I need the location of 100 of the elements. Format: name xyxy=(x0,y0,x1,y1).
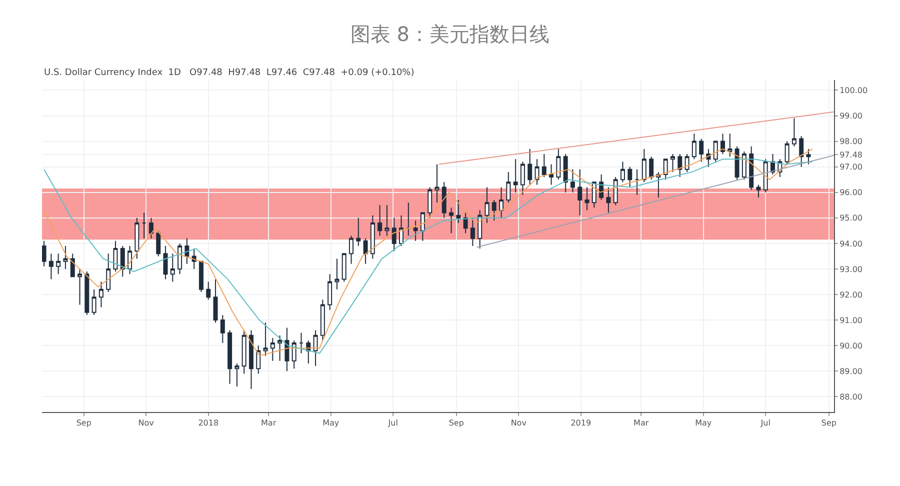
candlestick xyxy=(342,253,346,282)
y-tick-label: 91.00 xyxy=(840,316,863,325)
candlestick xyxy=(70,253,75,278)
candlestick xyxy=(678,154,682,178)
candlestick xyxy=(620,161,625,183)
candlestick xyxy=(78,268,82,306)
candlestick xyxy=(728,133,732,158)
candlestick xyxy=(142,212,146,239)
candlestick xyxy=(399,214,404,246)
candlestick xyxy=(649,156,654,180)
y-tick-label: 89.00 xyxy=(840,366,863,376)
x-tick-label: May xyxy=(695,418,712,428)
candlestick xyxy=(642,148,646,183)
y-tick-label: 88.00 xyxy=(840,392,863,402)
candlestick xyxy=(206,281,211,300)
y-tick-label: 95.00 xyxy=(840,214,863,223)
x-tick-label: Nov xyxy=(510,418,527,428)
candlestick xyxy=(370,214,375,260)
candlestick xyxy=(384,204,390,236)
candlestick xyxy=(563,154,568,193)
y-tick-label: 92.00 xyxy=(840,290,863,300)
candlestick xyxy=(106,253,111,292)
candlestick xyxy=(356,217,361,246)
y-tick-label: 100.00 xyxy=(840,86,868,96)
candlestick xyxy=(720,133,725,155)
y-tick-label: 98.00 xyxy=(840,137,863,146)
candlestick xyxy=(213,278,218,324)
candlestick xyxy=(420,212,425,242)
candlestick xyxy=(656,171,661,198)
candlestick xyxy=(513,158,518,193)
candlestick xyxy=(713,140,718,162)
candlestick xyxy=(363,238,368,264)
candlestick xyxy=(284,327,290,372)
y-tick-label: 97.48 xyxy=(840,150,863,160)
candlestick xyxy=(692,133,696,160)
candlestick xyxy=(592,182,596,208)
candlestick xyxy=(320,299,325,341)
candlestick xyxy=(184,238,190,264)
candlestick xyxy=(756,184,761,198)
x-tick-label: Nov xyxy=(138,418,154,428)
x-tick-label: Mar xyxy=(261,418,277,428)
candlestick xyxy=(42,240,46,267)
candlestick xyxy=(156,230,161,257)
candlestick xyxy=(556,148,561,180)
y-tick-label: 93.00 xyxy=(840,264,863,274)
candlestick xyxy=(670,154,675,172)
candlestick xyxy=(313,330,318,367)
candlestick xyxy=(784,140,790,165)
candlestick xyxy=(234,362,240,387)
candlestick xyxy=(98,281,104,308)
candlestick xyxy=(334,258,340,290)
y-tick-label: 96.00 xyxy=(840,188,863,198)
candlestick xyxy=(763,158,768,193)
candlestick xyxy=(248,330,254,390)
candlestick xyxy=(549,164,554,186)
candlestick xyxy=(163,246,168,280)
candlestick xyxy=(506,171,511,204)
candlestick xyxy=(292,340,296,370)
candlestick xyxy=(578,168,582,216)
candlestick xyxy=(428,186,432,218)
candlestick xyxy=(278,334,282,362)
candlestick xyxy=(463,212,468,234)
candlestick xyxy=(270,337,275,362)
candlestick xyxy=(606,186,611,214)
x-tick-label: Mar xyxy=(634,418,650,428)
text: U.S. Dollar Currency Index 1D O97.48 H97.48 L97.46 C97.48 +0.09 (+0.10%) xyxy=(44,68,414,78)
candlestick xyxy=(63,246,68,270)
candlestick xyxy=(92,288,96,316)
candlestick xyxy=(570,168,575,193)
candlestick xyxy=(528,148,532,186)
x-tick-label: Sep xyxy=(821,418,836,428)
candlestick xyxy=(534,158,540,186)
candlestick xyxy=(178,242,182,275)
candlestick xyxy=(48,253,54,280)
x-tick-label: Sep xyxy=(448,418,464,428)
candlestick xyxy=(492,200,496,221)
candlestick xyxy=(128,246,132,275)
y-tick-label: 97.00 xyxy=(840,162,863,172)
candlestick xyxy=(484,186,490,224)
candlestick xyxy=(56,253,61,275)
candlestick xyxy=(220,314,225,344)
candlestick xyxy=(192,248,196,270)
x-tick-label: May xyxy=(322,418,340,428)
candlestick xyxy=(734,146,740,180)
candlestick xyxy=(228,330,232,384)
candlestick xyxy=(628,166,632,188)
y-tick-label: 94.00 xyxy=(840,239,863,248)
candlestick xyxy=(198,260,204,292)
x-tick-label: Sep xyxy=(76,418,92,428)
candlestick xyxy=(148,217,154,239)
candlestick xyxy=(434,164,440,204)
candlestick xyxy=(413,220,418,242)
chart-title: 图表 8：美元指数日线 xyxy=(350,22,550,46)
candlestick xyxy=(478,210,482,250)
candlestick xyxy=(449,207,454,234)
candlestick xyxy=(470,217,475,246)
candlestick xyxy=(84,271,90,316)
candlestick xyxy=(392,217,396,252)
x-tick-label: 2018 xyxy=(198,418,219,428)
candlestick xyxy=(328,274,332,310)
